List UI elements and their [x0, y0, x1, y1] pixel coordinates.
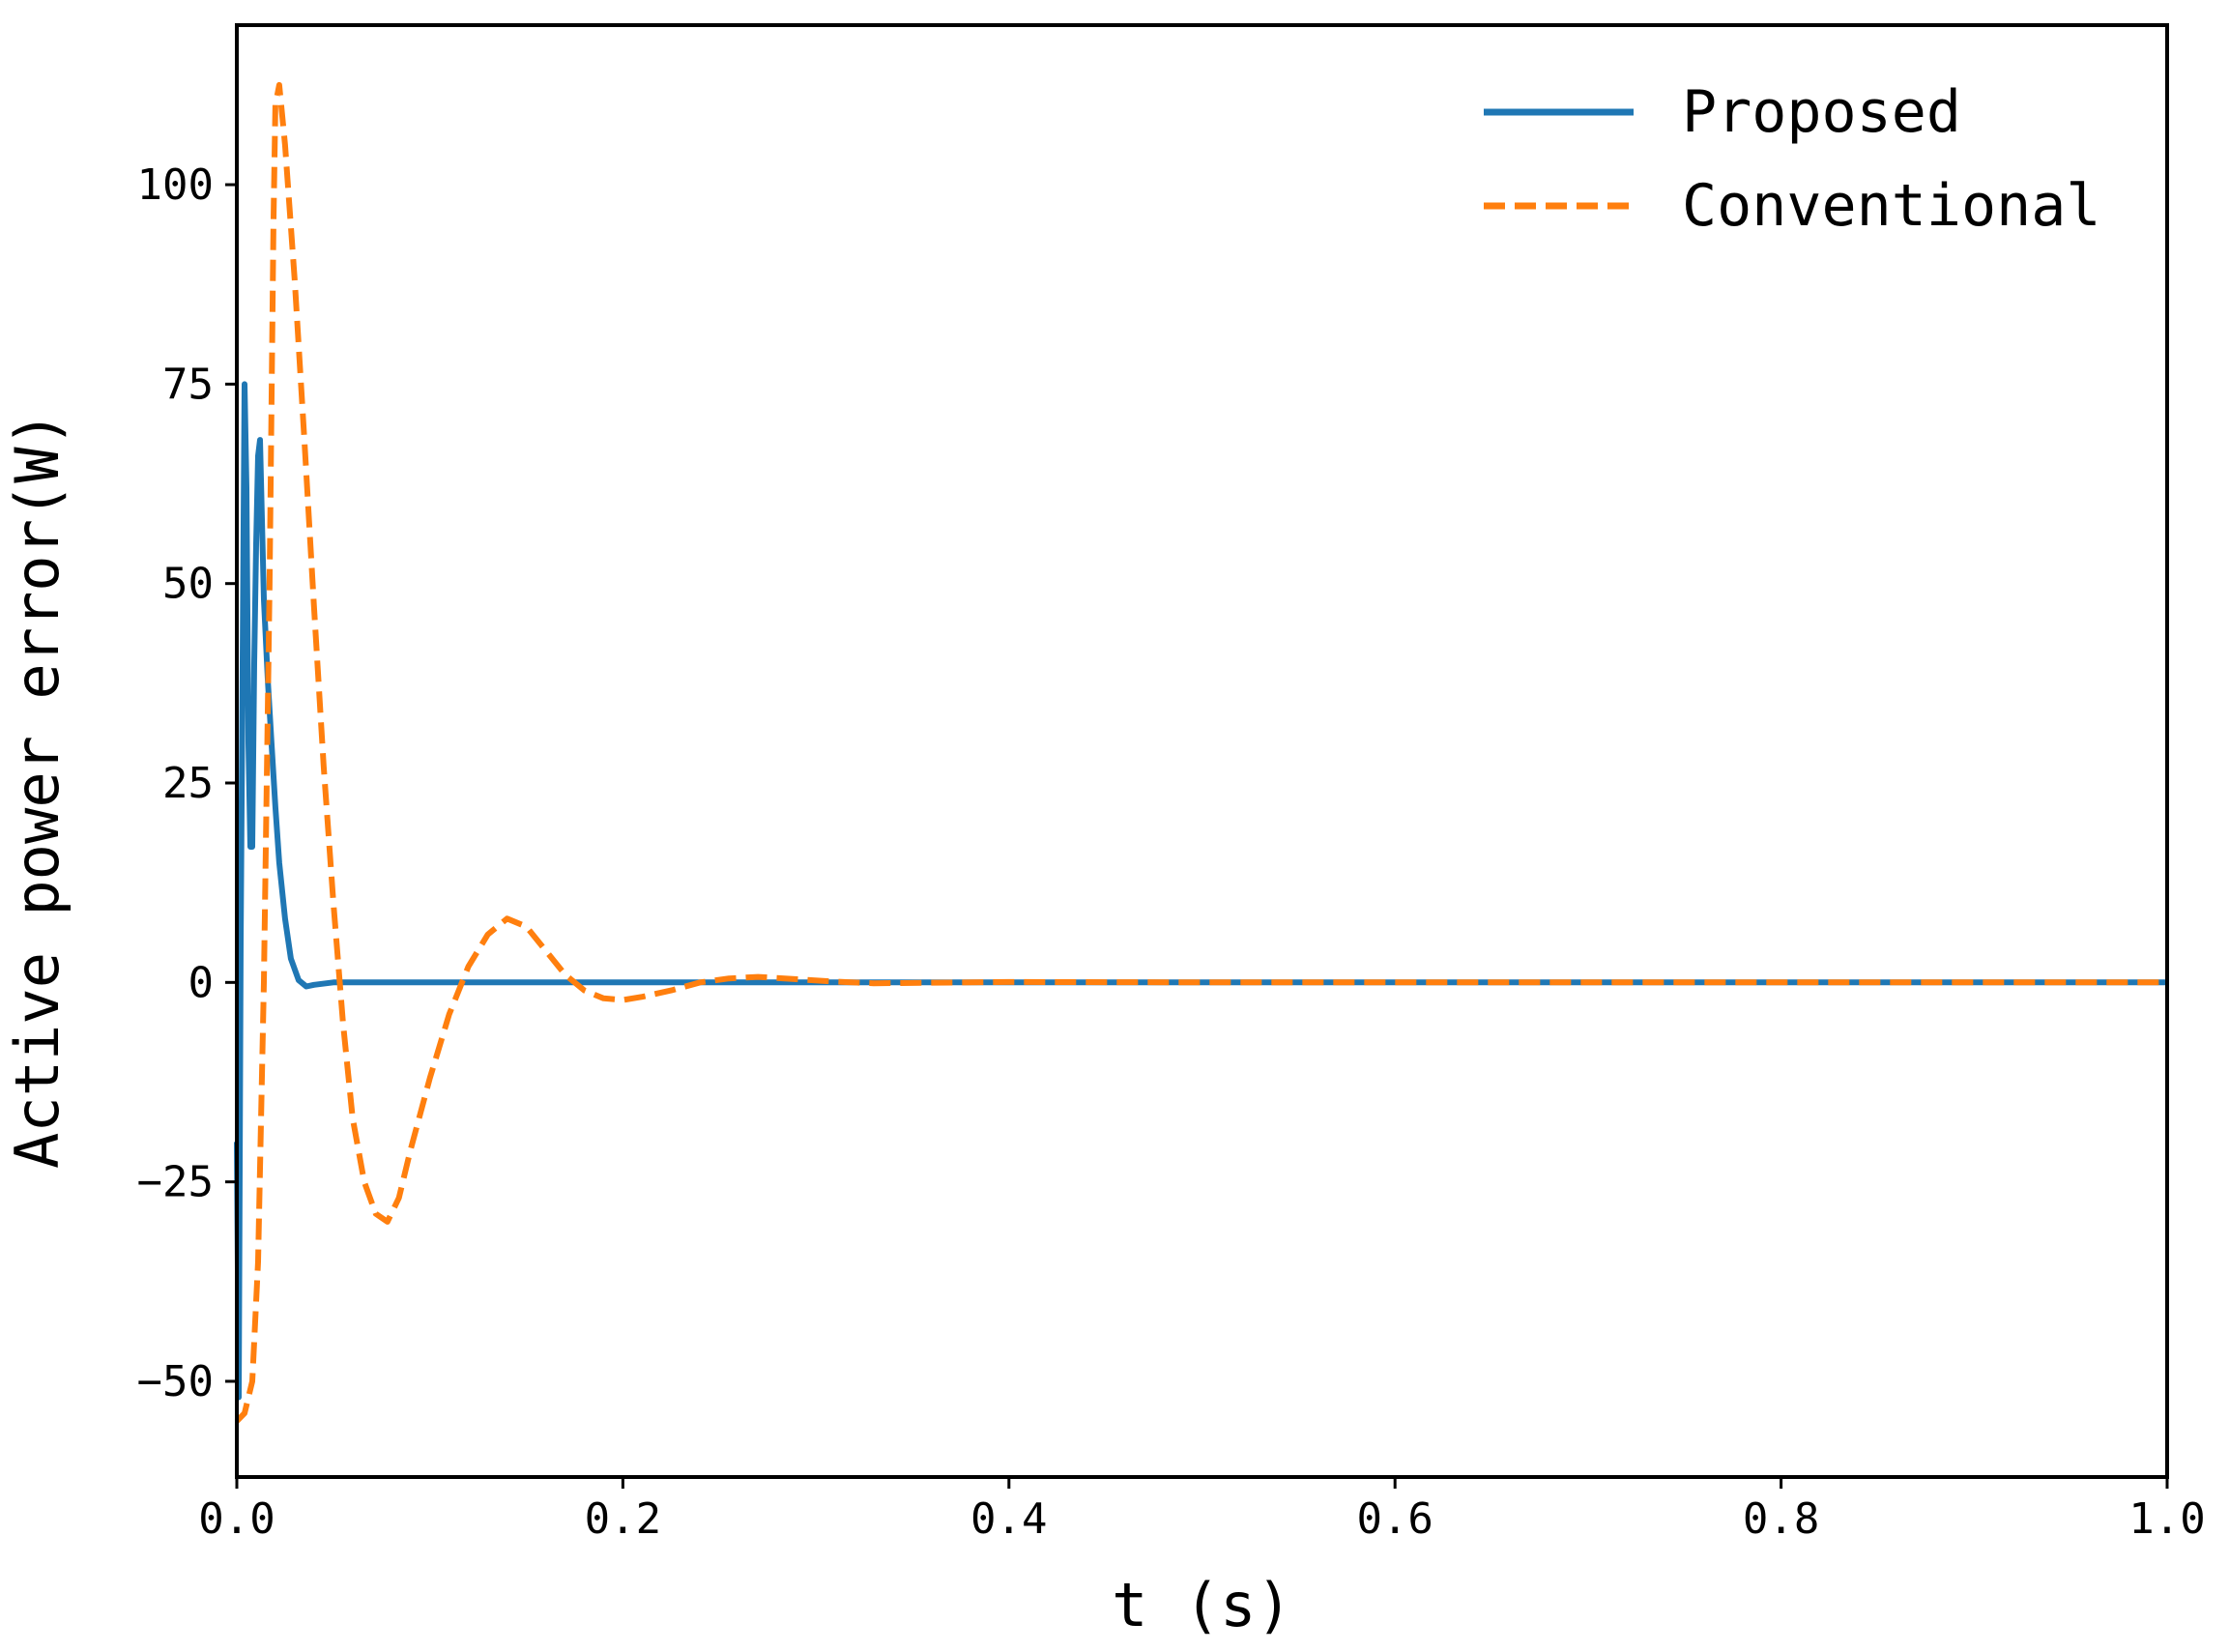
y-axis: −50 −25 0 25 50 75 100 [137, 160, 237, 1406]
legend: Proposed Conventional [1484, 78, 2100, 240]
y-tick-label: 25 [162, 759, 214, 808]
series-line-proposed [234, 381, 2167, 1401]
x-axis: 0.0 0.2 0.4 0.6 0.8 1.0 [198, 1477, 2206, 1544]
legend-label-proposed: Proposed [1682, 78, 1961, 146]
x-axis-label: t (s) [1112, 1570, 1292, 1640]
plot-frame [235, 23, 2169, 1479]
y-tick-label: 75 [162, 360, 214, 409]
y-tick-label: 0 [188, 958, 215, 1007]
legend-label-conventional: Conventional [1682, 172, 2100, 240]
y-tick-label: 50 [162, 560, 214, 609]
x-tick-label: 0.2 [585, 1494, 661, 1544]
x-tick-label: 0.4 [970, 1494, 1047, 1544]
x-tick-label: 0.0 [198, 1494, 275, 1544]
x-tick-label: 0.8 [1743, 1494, 1819, 1544]
y-tick-label: −25 [137, 1158, 214, 1207]
y-axis-label: Active power error(W) [2, 411, 72, 1169]
y-tick-label: 100 [137, 160, 214, 210]
y-tick-label: −50 [137, 1357, 214, 1406]
x-tick-label: 0.6 [1356, 1494, 1433, 1544]
series-layer [234, 81, 2167, 1424]
x-tick-label: 1.0 [2128, 1494, 2205, 1544]
series-line-conventional [234, 81, 2167, 1424]
